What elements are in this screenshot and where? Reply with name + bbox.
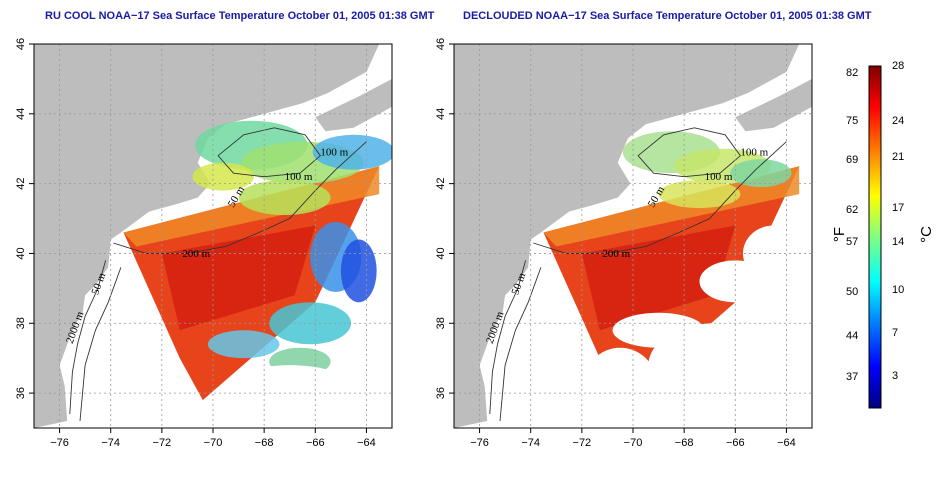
lon-tick-label: −74	[521, 437, 540, 449]
colorbar-c-tick: 3	[892, 369, 899, 382]
colorbar-c-tick: 17	[892, 201, 905, 214]
contour-label: 100 m	[740, 147, 768, 159]
lon-tick-label: −68	[255, 437, 274, 449]
lon-tick-label: −68	[675, 437, 694, 449]
colorbar-f-tick: 62	[846, 203, 859, 216]
lat-tick-label: 38	[435, 317, 447, 329]
sst-patch	[192, 162, 254, 191]
sst-patch	[730, 159, 792, 188]
contour-label: 100 m	[285, 171, 313, 183]
lat-tick-label: 40	[15, 247, 27, 259]
sst-patch	[207, 330, 280, 359]
land-mass	[454, 44, 800, 428]
colorbar-c-tick: 14	[892, 236, 905, 249]
lon-tick-label: −72	[573, 437, 592, 449]
colorbar-f-tick: 82	[846, 66, 859, 79]
sst-warm-core	[161, 225, 316, 331]
colorbar-f-tick: 44	[846, 330, 859, 343]
sst-patch	[312, 134, 392, 170]
sst-panel-right: DECLOUDED NOAA−17 Sea Surface Temperatur…	[420, 0, 871, 475]
lon-tick-label: −64	[357, 437, 376, 449]
colorbar-f-tick: 50	[846, 285, 859, 298]
lat-tick-label: 40	[435, 247, 447, 259]
lon-tick-label: −66	[306, 437, 325, 449]
bathymetry-contour	[489, 260, 527, 415]
lat-tick-label: 38	[15, 317, 27, 329]
bathymetry-contour-gulf	[637, 127, 742, 178]
land-nova-scotia	[315, 78, 392, 132]
cloud-mask	[584, 347, 657, 418]
land-nova-scotia	[735, 78, 812, 132]
sst-panel-left: RU COOL NOAA−17 Sea Surface Temperature …	[0, 0, 434, 475]
contour-label: 100 m	[705, 171, 733, 183]
lat-tick-label: 36	[435, 387, 447, 399]
colorbar-gradient	[868, 65, 882, 409]
unit-celsius: °C	[917, 226, 935, 243]
colorbar-c-tick: 28	[892, 60, 905, 72]
lon-tick-label: −74	[101, 437, 120, 449]
unit-fahrenheit: °F	[831, 226, 849, 243]
cloud-mask	[742, 225, 805, 282]
bathymetry-contour-gulf	[217, 127, 322, 178]
lon-tick-label: −64	[777, 437, 796, 449]
contour-label: 100 m	[320, 147, 348, 159]
sst-warm-core	[581, 225, 736, 331]
colorbar-svg	[868, 65, 882, 409]
colorbar: 82 75 69 62 57 50 44 37 28 24 21 17 14 10 7 3 °F °C	[831, 0, 950, 475]
bathymetry-contour	[79, 267, 122, 422]
lon-tick-label: −76	[470, 437, 489, 449]
colorbar-c-tick: 24	[892, 114, 905, 127]
contour-label: 200 m	[602, 248, 630, 260]
lat-tick-label: 42	[435, 178, 447, 190]
cloud-mask	[648, 323, 782, 408]
contour-label: 200 m	[182, 248, 210, 260]
land-mass	[34, 44, 380, 428]
sst-patch	[238, 180, 331, 216]
colorbar-f-tick: 69	[846, 154, 859, 167]
cloud-gap	[228, 365, 352, 408]
colorbar-f-tick: 37	[846, 371, 859, 384]
lon-tick-label: −70	[204, 437, 223, 449]
lat-tick-label: 44	[15, 108, 27, 120]
lat-tick-label: 46	[435, 38, 447, 50]
lat-tick-label: 42	[15, 178, 27, 190]
lon-tick-label: −72	[153, 437, 172, 449]
lon-tick-label: −70	[624, 437, 643, 449]
lon-tick-label: −66	[726, 437, 745, 449]
colorbar-c-tick: 21	[892, 150, 905, 163]
bathymetry-contour	[499, 267, 542, 422]
colorbar-f-tick: 75	[846, 114, 859, 127]
lat-tick-label: 46	[15, 38, 27, 50]
sst-band	[543, 166, 800, 247]
lon-tick-label: −76	[50, 437, 69, 449]
cloud-gap	[335, 337, 387, 394]
panel-title-left: RU COOL NOAA−17 Sea Surface Temperature …	[45, 10, 435, 22]
sst-patch	[340, 239, 377, 303]
colorbar-c-tick: 7	[892, 326, 899, 339]
lat-tick-label: 36	[15, 387, 27, 399]
colorbar-f-tick: 57	[846, 236, 859, 249]
colorbar-c-tick: 10	[892, 284, 905, 296]
bathymetry-contour	[69, 260, 107, 415]
panel-title-right: DECLOUDED NOAA−17 Sea Surface Temperatur…	[463, 10, 872, 22]
lat-tick-label: 44	[435, 108, 447, 120]
sst-patch	[658, 180, 741, 209]
